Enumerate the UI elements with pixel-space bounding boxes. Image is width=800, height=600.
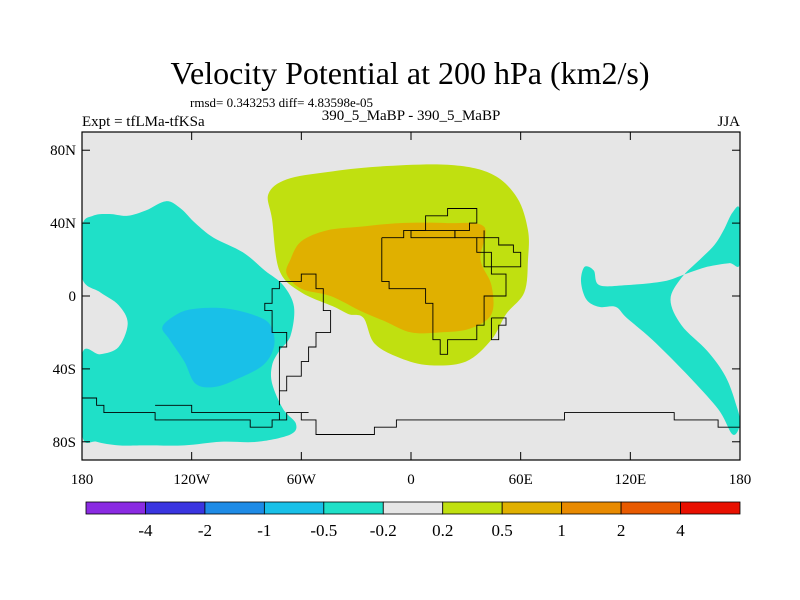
y-tick-label: 40S bbox=[53, 362, 76, 378]
colorbar-label: -0.5 bbox=[310, 521, 337, 540]
coastline-south-america-coast bbox=[264, 273, 332, 406]
contour-fill-layer bbox=[82, 164, 740, 446]
coastline-antarctic-peninsula bbox=[155, 404, 280, 420]
coastline-arabia-coast bbox=[476, 230, 522, 268]
colorbar-label: 0.2 bbox=[432, 521, 453, 540]
colorbar-swatch bbox=[145, 501, 206, 515]
chart-title: Velocity Potential at 200 hPa (km2/s) bbox=[170, 55, 649, 91]
coastline-africa-coast bbox=[381, 229, 507, 355]
colorbar-label: 4 bbox=[676, 521, 685, 540]
region-pacific-negative-core bbox=[162, 307, 275, 388]
colorbar-label: -2 bbox=[198, 521, 212, 540]
colorbar-swatch bbox=[382, 501, 444, 515]
x-tick-label: 60E bbox=[509, 472, 533, 488]
coastline-antarctica-coast bbox=[82, 397, 740, 435]
coastline-north-landmass bbox=[410, 208, 478, 239]
x-tick-label: 120E bbox=[614, 472, 646, 488]
y-tick-label: 0 bbox=[69, 289, 77, 305]
x-tick-label: 180 bbox=[729, 472, 752, 488]
colorbar-swatch bbox=[263, 501, 325, 515]
colorbar: -4 -2 -1 -0.5 -0.2 0.2 0.5 1 2 4 bbox=[85, 501, 741, 540]
colorbar-label: 2 bbox=[617, 521, 626, 540]
x-tick-label: 180 bbox=[71, 472, 94, 488]
colorbar-swatch bbox=[204, 501, 265, 515]
region-east-negative bbox=[580, 206, 740, 435]
colorbar-swatch bbox=[561, 501, 622, 515]
colorbar-swatch bbox=[501, 501, 563, 515]
colorbar-label: -0.2 bbox=[370, 521, 397, 540]
stats-line: rmsd= 0.343253 diff= 4.83598e-05 bbox=[190, 95, 373, 110]
colorbar-swatch bbox=[680, 501, 741, 515]
colorbar-swatch bbox=[620, 501, 681, 515]
colorbar-swatch bbox=[442, 501, 503, 515]
axis-layer: 180 120W 60W 0 60E 120E 180 80N 40N 0 40S 80S bbox=[50, 132, 751, 488]
x-tick-label: 120W bbox=[173, 472, 211, 488]
x-tick-label: 0 bbox=[407, 472, 415, 488]
y-tick-label: 80N bbox=[50, 143, 76, 159]
colorbar-label: 1 bbox=[557, 521, 566, 540]
coastline-madagascar bbox=[490, 317, 507, 341]
colorbar-label: 0.5 bbox=[492, 521, 513, 540]
y-tick-label: 80S bbox=[53, 435, 76, 451]
colorbar-swatch bbox=[85, 501, 146, 515]
x-tick-label: 60W bbox=[287, 472, 317, 488]
y-tick-label: 40N bbox=[50, 216, 76, 232]
experiment-label: Expt = tfLMa-tfKSa bbox=[82, 114, 205, 130]
case-label: 390_5_MaBP - 390_5_MaBP bbox=[322, 108, 501, 124]
coastline-layer bbox=[82, 208, 740, 435]
colorbar-swatch bbox=[323, 501, 384, 515]
season-label: JJA bbox=[717, 114, 740, 130]
colorbar-label: -4 bbox=[138, 521, 153, 540]
region-central-positive-core bbox=[286, 222, 494, 334]
colorbar-label: -1 bbox=[257, 521, 271, 540]
